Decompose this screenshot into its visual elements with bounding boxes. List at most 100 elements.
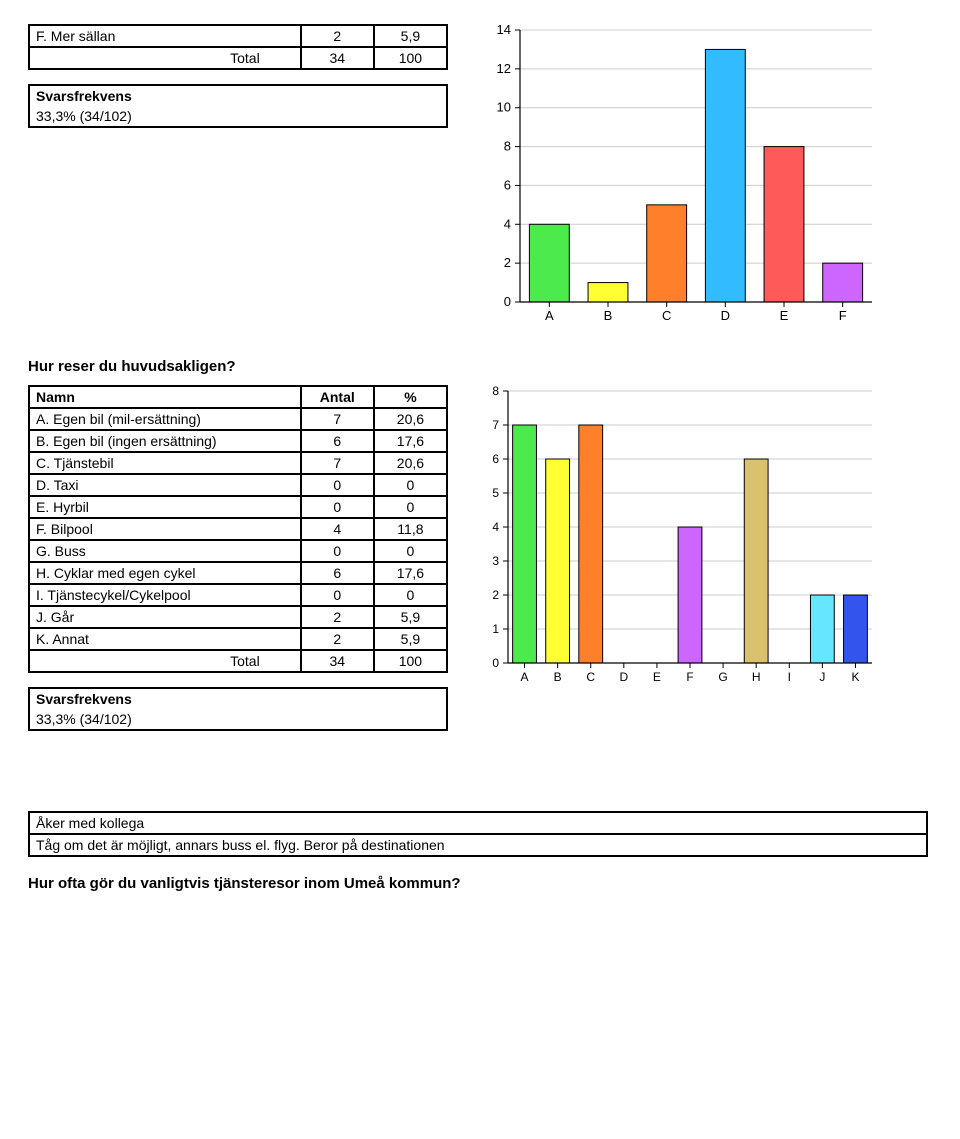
svg-text:12: 12 [497, 61, 511, 76]
table-cell-n: 2 [301, 628, 374, 650]
q2-heading: Hur ofta gör du vanligtvis tjänsteresor … [28, 875, 932, 892]
svg-text:C: C [586, 670, 595, 684]
svg-text:14: 14 [497, 24, 511, 37]
table-cell-n: 2 [301, 606, 374, 628]
table-cell-label: D. Taxi [29, 474, 301, 496]
svarsfrekvens-box-2: Svarsfrekvens 33,3% (34/102) [28, 687, 448, 731]
table-cell-pct: 0 [374, 496, 447, 518]
svarsfrekvens-label-2: Svarsfrekvens [29, 688, 447, 709]
svarsfrekvens-value: 33,3% (34/102) [29, 106, 447, 127]
table-cell-pct: 5,9 [374, 628, 447, 650]
svg-text:C: C [662, 308, 671, 323]
annat-row: Åker med kollega [29, 812, 927, 834]
table-cell-n: 0 [301, 584, 374, 606]
svg-text:D: D [619, 670, 628, 684]
table-cell-pct: 100 [374, 47, 447, 69]
annat-box: Åker med kollegaTåg om det är möjligt, a… [28, 811, 928, 857]
svg-text:4: 4 [492, 520, 499, 534]
table-cell-n: 7 [301, 408, 374, 430]
main-left-col: NamnAntal%A. Egen bil (mil-ersättning)72… [28, 385, 448, 731]
svg-text:0: 0 [504, 294, 511, 309]
table-cell-pct: 20,6 [374, 452, 447, 474]
svg-text:G: G [718, 670, 727, 684]
table-cell-label: E. Hyrbil [29, 496, 301, 518]
main-table: NamnAntal%A. Egen bil (mil-ersättning)72… [28, 385, 448, 673]
svg-text:10: 10 [497, 100, 511, 115]
svg-text:1: 1 [492, 622, 499, 636]
table-cell-pct: 0 [374, 474, 447, 496]
table-cell-n: 6 [301, 562, 374, 584]
table-cell-pct: 20,6 [374, 408, 447, 430]
table-cell-pct: 5,9 [374, 606, 447, 628]
table-cell-label: B. Egen bil (ingen ersättning) [29, 430, 301, 452]
table-header-cell: Namn [29, 386, 301, 408]
svg-text:8: 8 [504, 139, 511, 154]
table-cell-n: 34 [301, 650, 374, 672]
table-header-cell: % [374, 386, 447, 408]
table-cell-pct: 0 [374, 540, 447, 562]
table-cell-pct: 17,6 [374, 562, 447, 584]
svg-text:5: 5 [492, 486, 499, 500]
svg-text:F: F [839, 308, 847, 323]
svg-text:F: F [686, 670, 693, 684]
svg-text:2: 2 [504, 255, 511, 270]
table-cell-n: 34 [301, 47, 374, 69]
table-header-cell: Antal [301, 386, 374, 408]
main-row: NamnAntal%A. Egen bil (mil-ersättning)72… [28, 385, 932, 731]
svg-text:3: 3 [492, 554, 499, 568]
svg-text:H: H [752, 670, 761, 684]
table-cell-n: 0 [301, 496, 374, 518]
table-cell-pct: 17,6 [374, 430, 447, 452]
svg-text:7: 7 [492, 418, 499, 432]
svg-text:K: K [851, 670, 859, 684]
table-cell-pct: 100 [374, 650, 447, 672]
table-cell-n: 0 [301, 540, 374, 562]
svg-text:B: B [604, 308, 613, 323]
top-table: F. Mer sällan25,9 Total34100 [28, 24, 448, 70]
table-cell-n: 6 [301, 430, 374, 452]
table-cell-n: 4 [301, 518, 374, 540]
svg-text:6: 6 [504, 177, 511, 192]
svg-text:A: A [545, 308, 554, 323]
svg-text:E: E [653, 670, 661, 684]
chart1: 0 2 4 6 8 10 12 14 A B C D E F [466, 24, 886, 334]
table-cell-label: Total [29, 47, 301, 69]
top-row: F. Mer sällan25,9Total34100 Svarsfrekven… [28, 24, 932, 334]
table-cell-label: F. Mer sällan [29, 25, 301, 47]
table-cell-pct: 5,9 [374, 25, 447, 47]
table-cell-label: K. Annat [29, 628, 301, 650]
table-cell-pct: 0 [374, 584, 447, 606]
table-cell-pct: 11,8 [374, 518, 447, 540]
annat-row: Tåg om det är möjligt, annars buss el. f… [29, 834, 927, 856]
svg-text:8: 8 [492, 385, 499, 398]
svg-text:A: A [521, 670, 529, 684]
q1-heading: Hur reser du huvudsakligen? [28, 358, 932, 375]
table-cell-label: C. Tjänstebil [29, 452, 301, 474]
svg-text:2: 2 [492, 588, 499, 602]
svarsfrekvens-label: Svarsfrekvens [29, 85, 447, 106]
table-cell-label: F. Bilpool [29, 518, 301, 540]
svarsfrekvens-value-2: 33,3% (34/102) [29, 709, 447, 730]
svg-text:B: B [554, 670, 562, 684]
svg-text:D: D [721, 308, 730, 323]
table-cell-n: 7 [301, 452, 374, 474]
svg-text:0: 0 [492, 656, 499, 670]
chart1-wrap: 0 2 4 6 8 10 12 14 A B C D E F [466, 24, 886, 334]
chart2: 0 1 2 3 4 5 6 7 8 A B C D E F G H I J K [466, 385, 886, 695]
svg-text:6: 6 [492, 452, 499, 466]
table-cell-label: J. Går [29, 606, 301, 628]
svg-text:4: 4 [504, 216, 511, 231]
table-cell-label: H. Cyklar med egen cykel [29, 562, 301, 584]
table-cell-n: 0 [301, 474, 374, 496]
top-left-col: F. Mer sällan25,9 Total34100 Svarsfrekven… [28, 24, 448, 128]
svg-text:E: E [780, 308, 789, 323]
svarsfrekvens-box-1: Svarsfrekvens 33,3% (34/102) [28, 84, 448, 128]
table-cell-n: 2 [301, 25, 374, 47]
svg-text:J: J [819, 670, 825, 684]
table-cell-label: G. Buss [29, 540, 301, 562]
svg-text:I: I [788, 670, 791, 684]
chart2-wrap: 0 1 2 3 4 5 6 7 8 A B C D E F G H I J K [466, 385, 886, 695]
table-cell-label: Total [29, 650, 301, 672]
table-cell-label: A. Egen bil (mil-ersättning) [29, 408, 301, 430]
table-cell-label: I. Tjänstecykel/Cykelpool [29, 584, 301, 606]
